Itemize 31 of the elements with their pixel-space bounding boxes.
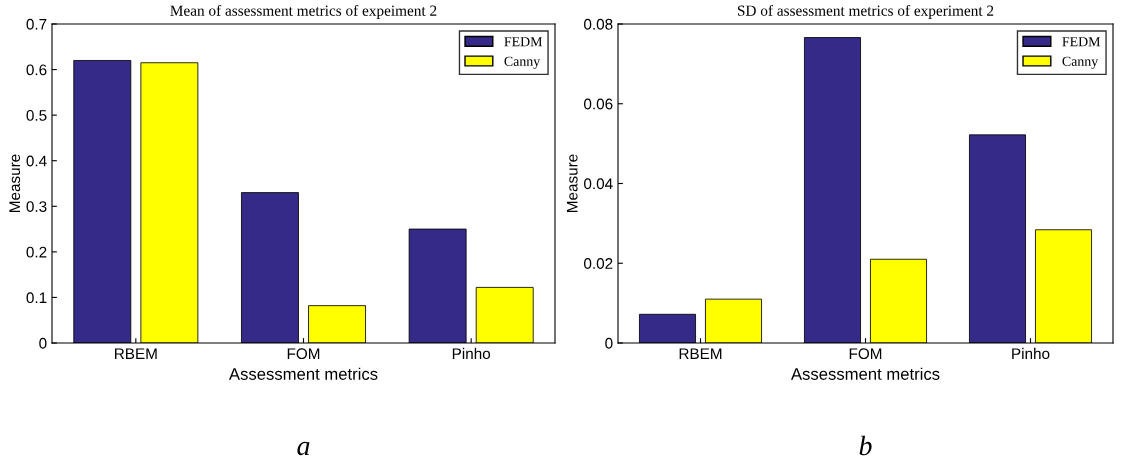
legend-label: FEDM bbox=[1062, 37, 1101, 47]
y-tick-label: 0.06 bbox=[584, 98, 613, 110]
chart-title: SD of assessment metrics of experiment 2 bbox=[737, 4, 994, 19]
y-tick-label: 0.02 bbox=[584, 258, 613, 269]
y-axis-title: Measure bbox=[566, 154, 578, 212]
x-tick-label: Pinho bbox=[1012, 347, 1050, 360]
legend-label: FEDM bbox=[504, 37, 543, 47]
text: a bbox=[297, 441, 310, 456]
y-axis-title: Measure bbox=[9, 154, 21, 212]
x-tick-label: Pinho bbox=[452, 347, 491, 360]
y-tick-label: 0.2 bbox=[26, 246, 47, 258]
y-tick-label: 0 bbox=[605, 337, 613, 349]
x-axis-title: Assessment metrics bbox=[228, 367, 378, 380]
x-tick-label: FOM bbox=[849, 348, 882, 360]
y-tick-label: 0.08 bbox=[584, 18, 613, 30]
x-tick-label: RBEM bbox=[115, 348, 157, 359]
y-tick-label: 0.5 bbox=[26, 110, 47, 121]
chart-title: Mean of assessment metrics of expeiment 2 bbox=[170, 4, 437, 19]
x-tick-label: FOM bbox=[287, 348, 320, 360]
y-tick-label: 0.04 bbox=[584, 178, 613, 190]
y-tick-label: 0 bbox=[39, 337, 47, 349]
x-tick-label: RBEM bbox=[679, 348, 722, 359]
legend-label: Canny bbox=[504, 56, 541, 69]
y-tick-label: 0.3 bbox=[26, 201, 47, 212]
y-tick-label: 0.4 bbox=[26, 155, 47, 167]
x-axis-title: Assessment metrics bbox=[790, 367, 940, 380]
legend-label: Canny bbox=[1062, 56, 1099, 69]
y-tick-label: 0.6 bbox=[26, 64, 47, 76]
y-tick-label: 0.7 bbox=[26, 18, 47, 30]
y-tick-label: 0.1 bbox=[26, 292, 47, 304]
text: b bbox=[859, 435, 872, 456]
